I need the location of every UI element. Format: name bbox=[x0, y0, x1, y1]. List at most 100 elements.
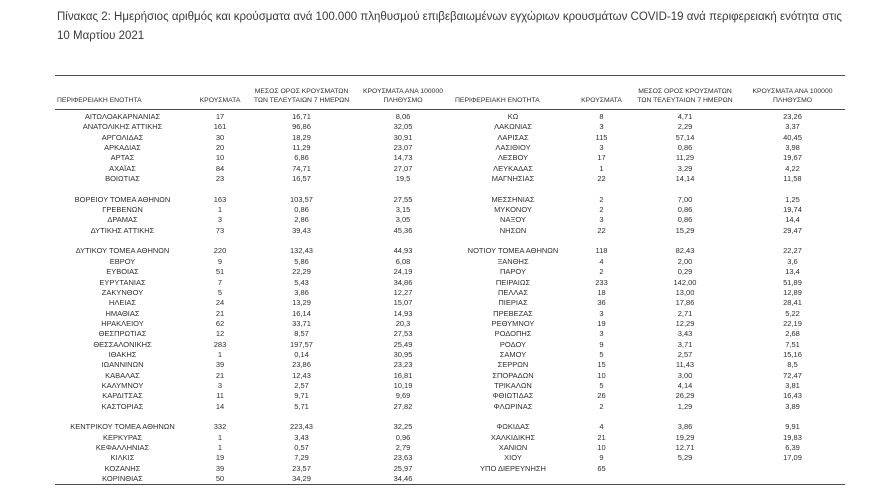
left-region-cell: ΗΡΑΚΛΕΙΟΥ bbox=[101, 318, 144, 328]
right-avg7-cell: 0,29 bbox=[677, 267, 693, 277]
left-region-cell: ΓΡΕΒΕΝΩΝ bbox=[102, 205, 143, 215]
header-per100k-right: ΚΡΟΥΣΜΑΤΑ ΑΝΑ 100000 ΠΛΗΘΥΣΜΟ bbox=[740, 75, 845, 110]
left-avg7-cell: 12,43 bbox=[292, 370, 311, 380]
table-row: ΔΡΑΜΑΣ 3 2,86 3,05 ΝΑΞΟΥ 3 0,86 14,4 bbox=[55, 215, 845, 225]
left-cases-cell: 20 bbox=[215, 143, 225, 153]
left-region-cell: ΚΑΒΑΛΑΣ bbox=[105, 370, 140, 380]
table-row: ΕΥΒΟΙΑΣ 51 22,29 24,19 ΠΑΡΟΥ 2 0,29 13,4 bbox=[55, 267, 845, 277]
right-avg7-cell: 17,86 bbox=[675, 298, 695, 308]
table-row: ΖΑΚΥΝΘΟΥ 5 3,86 12,27 ΠΕΛΛΑΣ 18 13,00 12,89 bbox=[55, 288, 845, 298]
left-per100k-cell: 30,95 bbox=[393, 349, 413, 359]
right-avg7-cell: 14,14 bbox=[675, 174, 695, 184]
right-cases-cell: 2 bbox=[599, 205, 604, 215]
right-region-cell: ΠΙΕΡΙΑΣ bbox=[498, 298, 528, 308]
right-cases-cell: 3 bbox=[599, 329, 604, 339]
right-cases-cell: 118 bbox=[595, 246, 608, 256]
right-cases-cell: 3 bbox=[599, 308, 604, 318]
left-cases-cell: 5 bbox=[217, 287, 223, 297]
right-per100k-cell: 23,26 bbox=[783, 112, 802, 121]
left-per100k-cell: 27,53 bbox=[393, 329, 413, 339]
right-per100k-cell bbox=[740, 236, 845, 246]
left-region-cell: ΕΒΡΟΥ bbox=[109, 256, 136, 266]
right-cases-cell: 26 bbox=[597, 391, 606, 401]
left-cases-cell: 39 bbox=[215, 360, 225, 370]
left-per100k-cell: 27,82 bbox=[393, 401, 413, 411]
right-per100k-cell bbox=[740, 412, 845, 422]
right-region-cell: ΥΠΟ ΔΙΕΡΕΥΝΗΣΗ bbox=[480, 463, 546, 473]
left-region-cell: ΚΕΝΤΡΙΚΟΥ ΤΟΜΕΑ ΑΘΗΝΩΝ bbox=[70, 422, 175, 432]
right-cases-cell: 22 bbox=[597, 225, 606, 235]
left-per100k-cell: 34,46 bbox=[393, 474, 413, 484]
right-cases-cell: 2 bbox=[599, 401, 604, 411]
right-per100k-cell bbox=[740, 464, 845, 474]
header-region-right: ΠΕΡΙΦΕΡΕΙΑΚΗ ΕΝΟΤΗΤΑ bbox=[453, 75, 573, 110]
right-per100k-cell: 19,67 bbox=[783, 153, 802, 163]
left-per100k-cell: 27,07 bbox=[393, 163, 413, 173]
header-avg7-right: ΜΕΣΟΣ ΟΡΟΣ ΚΡΟΥΣΜΑΤΩΝ ΤΩΝ ΤΕΛΕΥΤΑΙΩΝ 7 Η… bbox=[630, 75, 740, 110]
left-cases-cell: 62 bbox=[215, 318, 225, 328]
right-avg7-cell: 57,14 bbox=[675, 132, 695, 142]
right-cases-cell bbox=[573, 412, 630, 422]
right-cases-cell: 5 bbox=[599, 349, 604, 359]
left-avg7-cell: 16,57 bbox=[292, 174, 311, 184]
right-region-cell: ΛΑΚΩΝΙΑΣ bbox=[494, 122, 532, 132]
table-row: ΚΑΣΤΟΡΙΑΣ 14 5,71 27,82 ΦΛΩΡΙΝΑΣ 2 1,29 3,89 bbox=[55, 402, 845, 412]
left-avg7-cell: 223,43 bbox=[290, 422, 313, 432]
left-region-cell bbox=[55, 412, 190, 422]
left-cases-cell: 1 bbox=[217, 432, 223, 442]
left-per100k-cell: 44,93 bbox=[393, 246, 413, 256]
left-region-cell: ΑΡΚΑΔΙΑΣ bbox=[104, 143, 141, 153]
left-per100k-cell bbox=[353, 236, 453, 246]
right-avg7-cell bbox=[630, 236, 740, 246]
right-per100k-cell: 19,83 bbox=[783, 432, 802, 442]
left-avg7-cell: 33,71 bbox=[292, 318, 311, 328]
right-region-cell: ΛΕΣΒΟΥ bbox=[497, 153, 529, 163]
right-avg7-cell: 13,00 bbox=[675, 287, 695, 297]
left-per100k-cell: 0,96 bbox=[395, 432, 411, 442]
left-region-cell: ΚΕΡΚΥΡΑΣ bbox=[102, 432, 143, 442]
right-avg7-cell: 1,29 bbox=[677, 401, 693, 411]
table-row: ΚΕΝΤΡΙΚΟΥ ΤΟΜΕΑ ΑΘΗΝΩΝ 332 223,43 32,25 ΦΩΚΙ… bbox=[55, 422, 845, 432]
right-cases-cell: 10 bbox=[597, 370, 606, 380]
left-per100k-cell: 30,91 bbox=[393, 132, 413, 142]
right-cases-cell: 3 bbox=[599, 122, 604, 132]
right-region-cell: ΛΑΣΙΘΙΟΥ bbox=[495, 143, 531, 153]
left-avg7-cell: 6,86 bbox=[294, 153, 309, 163]
right-per100k-cell: 6,39 bbox=[785, 443, 800, 452]
left-region-cell: ΔΥΤΙΚΟΥ ΤΟΜΕΑ ΑΘΗΝΩΝ bbox=[75, 246, 170, 256]
right-region-cell bbox=[453, 236, 573, 246]
left-region-cell: ΑΙΤΩΛΟΑΚΑΡΝΑΝΙΑΣ bbox=[84, 112, 161, 121]
right-region-cell: ΡΟΔΟΥ bbox=[499, 339, 527, 349]
right-per100k-cell: 9,91 bbox=[785, 422, 800, 432]
left-avg7-cell: 18,29 bbox=[292, 132, 311, 142]
right-cases-cell: 17 bbox=[597, 153, 606, 163]
right-region-cell: ΧΑΝΙΩΝ bbox=[498, 443, 528, 452]
table-row: ΒΟΡΕΙΟΥ ΤΟΜΕΑ ΑΘΗΝΩΝ 163 103,57 27,55 ΜΕΣΣΗΝ… bbox=[55, 195, 845, 205]
right-avg7-cell bbox=[630, 474, 740, 485]
right-avg7-cell: 11,43 bbox=[675, 360, 695, 370]
left-region-cell: ΑΡΤΑΣ bbox=[110, 153, 135, 163]
right-region-cell: ΜΥΚΟΝΟΥ bbox=[494, 205, 532, 215]
right-per100k-cell: 3,98 bbox=[785, 143, 800, 153]
left-per100k-cell: 3,05 bbox=[395, 215, 411, 225]
right-avg7-cell: 5,29 bbox=[677, 453, 693, 463]
left-cases-cell: 3 bbox=[217, 380, 223, 390]
left-per100k-cell: 23,07 bbox=[393, 143, 413, 153]
right-cases-cell: 19 bbox=[597, 318, 606, 328]
right-per100k-cell: 16,43 bbox=[783, 391, 802, 401]
right-avg7-cell: 7,00 bbox=[677, 194, 693, 204]
left-cases-cell: 84 bbox=[215, 163, 225, 173]
right-avg7-cell: 11,29 bbox=[675, 153, 695, 163]
left-avg7-cell bbox=[250, 412, 353, 422]
right-region-cell: ΣΕΡΡΩΝ bbox=[497, 360, 529, 370]
left-cases-cell: 30 bbox=[215, 132, 225, 142]
right-region-cell: ΚΩ bbox=[507, 112, 519, 121]
table-body: ΑΙΤΩΛΟΑΚΑΡΝΑΝΙΑΣ 17 16,71 8,06 ΚΩ 8 4,71 23,26 Α… bbox=[55, 110, 845, 485]
left-per100k-cell bbox=[353, 184, 453, 194]
left-region-cell bbox=[55, 236, 190, 246]
left-cases-cell: 161 bbox=[213, 122, 227, 132]
table-row: ΗΡΑΚΛΕΙΟΥ 62 33,71 20,3 ΡΕΘΥΜΝΟΥ 19 12,29 22,19 bbox=[55, 319, 845, 329]
left-per100k-cell: 32,25 bbox=[393, 422, 413, 432]
left-per100k-cell: 10,19 bbox=[393, 380, 413, 390]
table-row: ΔΥΤΙΚΟΥ ΤΟΜΕΑ ΑΘΗΝΩΝ 220 132,43 44,93 ΝΟΤΙΟΥ… bbox=[55, 246, 845, 256]
